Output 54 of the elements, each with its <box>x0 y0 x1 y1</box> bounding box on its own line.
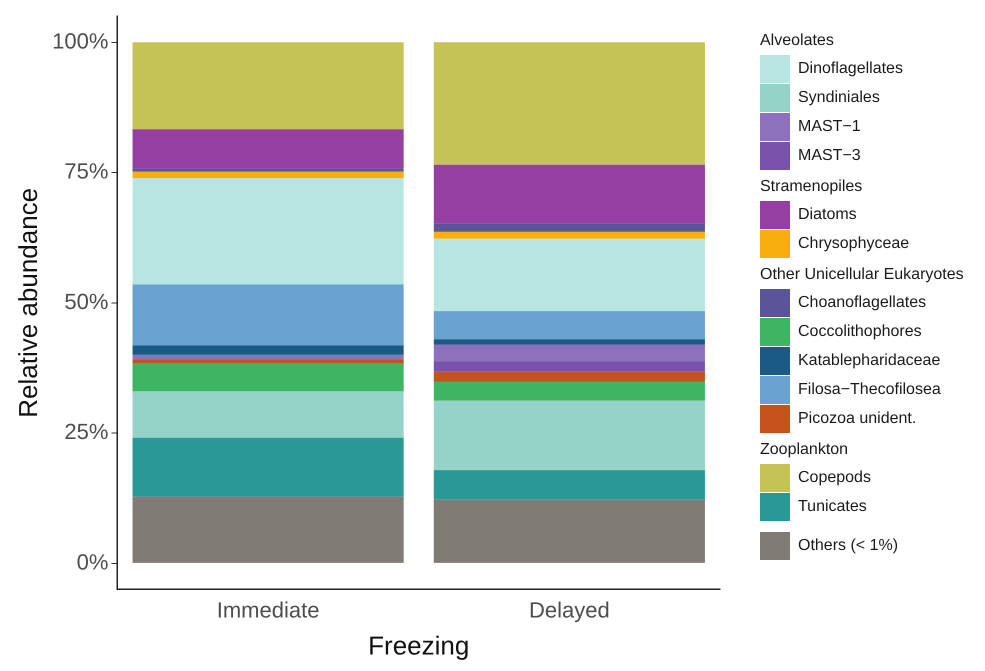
x-axis-title: Freezing <box>368 630 470 661</box>
legend-label: Coccolithophores <box>798 322 922 340</box>
legend-label: MAST−1 <box>798 118 861 136</box>
bar <box>132 168 404 172</box>
bar <box>132 171 404 178</box>
bar <box>132 359 404 364</box>
legend-label: Chrysophyceae <box>798 234 910 252</box>
y-tick-label: 50% <box>64 288 108 314</box>
legend-label: Diatoms <box>798 206 857 224</box>
text: Alveolates <box>760 31 835 51</box>
y-tick-label: 75% <box>64 158 108 184</box>
legend-label: Others (< 1%) <box>798 536 898 554</box>
bar <box>434 232 705 239</box>
bar <box>434 500 705 563</box>
bar <box>434 42 705 165</box>
text: Stramenopiles <box>760 177 864 197</box>
bar <box>132 364 404 392</box>
y-tick-label: 25% <box>64 419 108 444</box>
bar <box>132 129 404 168</box>
text: Other Unicellular Eukaryotes <box>760 265 965 285</box>
legend-label: MAST−3 <box>798 146 861 164</box>
bar <box>132 178 404 285</box>
legend-label: Choanoflagellates <box>798 294 926 312</box>
legend-label: Katablepharidaceae <box>798 352 940 370</box>
legend-label: Copepods <box>798 468 871 486</box>
bar <box>132 496 404 563</box>
bar <box>434 400 705 470</box>
bar <box>434 372 705 382</box>
x-tick-label: Delayed <box>529 598 610 623</box>
legend-label: Picozoa unident. <box>798 410 916 428</box>
bar <box>434 164 705 224</box>
bar <box>132 391 404 438</box>
y-tick-label: 100% <box>52 28 108 54</box>
bar <box>132 438 404 497</box>
bar <box>434 238 705 312</box>
bar <box>132 284 404 346</box>
bar <box>434 339 705 344</box>
bar <box>434 381 705 401</box>
legend-label: Tunicates <box>798 498 867 516</box>
legend-label: Dinoflagellates <box>798 60 903 78</box>
bar <box>132 354 404 360</box>
bar <box>434 224 705 232</box>
bar <box>434 361 705 372</box>
text: Zooplankton <box>760 440 850 460</box>
bar <box>434 470 705 500</box>
bar <box>434 311 705 340</box>
x-tick-label: Immediate <box>216 598 320 623</box>
bar <box>434 344 705 362</box>
bar <box>132 42 404 130</box>
bar <box>132 346 404 355</box>
y-tick-label: 0% <box>76 549 108 574</box>
legend-label: Syndiniales <box>798 88 880 106</box>
legend-label: Filosa−Thecofilosea <box>798 380 941 398</box>
y-axis-title: Relative abundance <box>12 188 43 418</box>
